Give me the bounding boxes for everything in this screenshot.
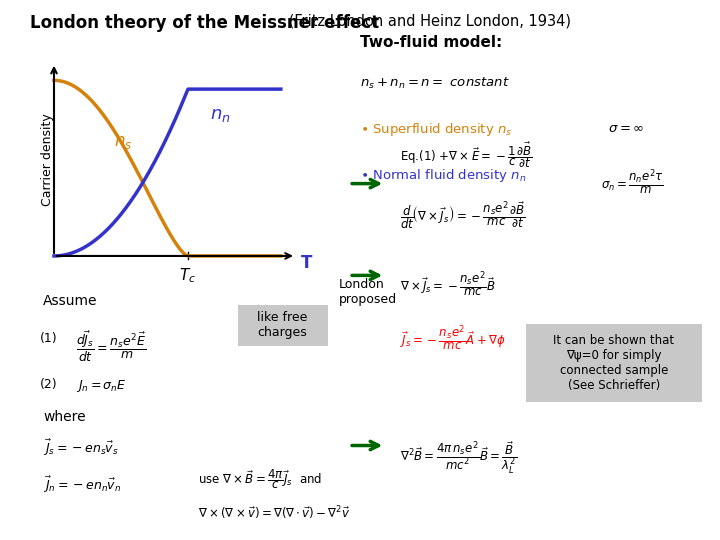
Text: $\dfrac{d\vec{J}_s}{dt} = \dfrac{n_s e^2 \vec{E}}{m}$: $\dfrac{d\vec{J}_s}{dt} = \dfrac{n_s e^2… <box>76 329 146 363</box>
Text: $\vec{J}_s = -\dfrac{n_s e^2}{mc}\vec{A} + \nabla\phi$: $\vec{J}_s = -\dfrac{n_s e^2}{mc}\vec{A}… <box>400 324 505 353</box>
Text: It can be shown that
∇ψ=0 for simply
connected sample
(See Schrieffer): It can be shown that ∇ψ=0 for simply con… <box>553 334 675 392</box>
Text: $\nabla^2\vec{B} = \dfrac{4\pi\, n_s e^2}{mc^2}\vec{B} = \dfrac{\vec{B}}{\lambda: $\nabla^2\vec{B} = \dfrac{4\pi\, n_s e^2… <box>400 440 517 477</box>
Text: Two-fluid model:: Two-fluid model: <box>360 35 503 50</box>
Text: $\dfrac{d}{dt}\!\left(\nabla \times \vec{J}_s\right) = -\dfrac{n_s e^2}{mc}\dfra: $\dfrac{d}{dt}\!\left(\nabla \times \vec… <box>400 200 526 232</box>
Text: $\vec{J}_s = -en_s\vec{v}_s$: $\vec{J}_s = -en_s\vec{v}_s$ <box>43 437 119 458</box>
Text: $n_s + n_n = n =$ constant: $n_s + n_n = n =$ constant <box>360 76 510 91</box>
Text: $\bullet$ Normal fluid density $n_n$: $\bullet$ Normal fluid density $n_n$ <box>360 167 526 184</box>
Text: $\sigma = \infty$: $\sigma = \infty$ <box>587 122 644 134</box>
Text: $\nabla \times \vec{J}_s = -\dfrac{n_s e^2}{mc}\vec{B}$: $\nabla \times \vec{J}_s = -\dfrac{n_s e… <box>400 270 495 299</box>
Text: Carrier density: Carrier density <box>41 113 54 206</box>
Text: Eq.(1) $+\nabla \times \vec{E} = -\dfrac{1}{c}\dfrac{\partial\vec{B}}{\partial t: Eq.(1) $+\nabla \times \vec{E} = -\dfrac… <box>400 140 532 170</box>
Text: $\sigma_n = \dfrac{n_n e^2 \tau}{m}$: $\sigma_n = \dfrac{n_n e^2 \tau}{m}$ <box>601 167 664 197</box>
Text: where: where <box>43 410 86 424</box>
Text: like free
charges: like free charges <box>258 312 307 339</box>
Text: $\mathit{T}_c$: $\mathit{T}_c$ <box>179 266 197 285</box>
Text: London theory of the Meissner effect: London theory of the Meissner effect <box>30 14 379 31</box>
Text: $\bullet$ Superfluid density $n_s$: $\bullet$ Superfluid density $n_s$ <box>360 122 512 138</box>
Text: (2): (2) <box>40 378 57 391</box>
Text: $\vec{J}_n = -en_n\vec{v}_n$: $\vec{J}_n = -en_n\vec{v}_n$ <box>43 475 122 496</box>
Text: use $\nabla \times \vec{B} = \dfrac{4\pi}{c}\vec{J}_s$  and: use $\nabla \times \vec{B} = \dfrac{4\pi… <box>198 467 322 491</box>
Text: Assume: Assume <box>43 294 98 308</box>
Text: $\mathbf{T}$: $\mathbf{T}$ <box>300 254 313 272</box>
Text: (Fritz London and Heinz London, 1934): (Fritz London and Heinz London, 1934) <box>284 14 571 29</box>
Text: $n_n$: $n_n$ <box>210 106 230 124</box>
Text: (1): (1) <box>40 332 57 345</box>
Text: $n_s$: $n_s$ <box>114 133 132 151</box>
Text: London
proposed: London proposed <box>338 278 397 306</box>
Text: $\nabla \times (\nabla \times \vec{v}) = \nabla(\nabla \cdot \vec{v}) - \nabla^2: $\nabla \times (\nabla \times \vec{v}) =… <box>198 505 351 523</box>
Text: $J_n = \sigma_n E$: $J_n = \sigma_n E$ <box>76 378 126 394</box>
